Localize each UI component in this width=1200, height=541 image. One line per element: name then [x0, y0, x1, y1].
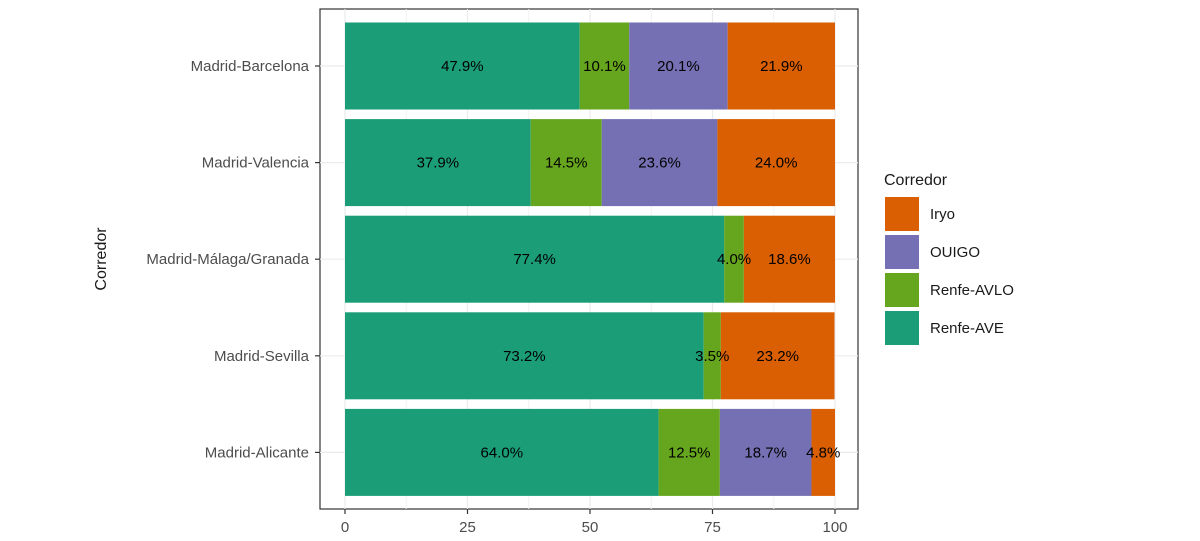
legend-swatch — [885, 311, 919, 345]
bar-segment — [345, 119, 531, 207]
bar-segment — [719, 408, 812, 496]
x-axis: 0 25 50 75 100 — [341, 509, 848, 536]
bar-segment — [724, 215, 744, 303]
bar-value-label: 21.9% — [760, 58, 803, 75]
x-tick-label: 50 — [582, 519, 599, 536]
bars — [345, 22, 835, 496]
y-axis: Madrid-Barcelona Madrid-Valencia Madrid-Má… — [146, 58, 320, 461]
legend-label: Renfe-AVE — [930, 320, 1004, 337]
bar-segment — [720, 312, 835, 400]
bar-segment — [743, 215, 835, 303]
bar-value-label: 23.6% — [638, 155, 681, 172]
legend-label: Renfe-AVLO — [930, 282, 1014, 299]
bar-value-label: 18.6% — [768, 251, 811, 268]
bar-segment — [345, 408, 659, 496]
bar-segment — [658, 408, 720, 496]
bar-segment — [811, 408, 835, 496]
bar-value-label: 4.8% — [806, 444, 840, 461]
y-tick-label: Madrid-Alicante — [205, 444, 309, 461]
bar-segment — [601, 119, 718, 207]
bar-segment — [579, 22, 630, 110]
legend-swatch — [885, 197, 919, 231]
bar-value-label: 3.5% — [695, 348, 729, 365]
legend-swatch — [885, 273, 919, 307]
bar-labels: 47.9% 10.1% 20.1% 21.9% 37.9% 14.5% 23.6% 24.0%… — [417, 58, 841, 461]
bar-segment — [345, 215, 725, 303]
x-tick-label: 0 — [341, 519, 349, 536]
bar-value-label: 64.0% — [481, 444, 524, 461]
bar-value-label: 12.5% — [668, 444, 711, 461]
bar-segment — [530, 119, 602, 207]
x-tick-label: 25 — [459, 519, 476, 536]
y-tick-label: Madrid-Barcelona — [191, 58, 310, 75]
y-tick-label: Madrid-Sevilla — [214, 348, 310, 365]
bar-segment — [345, 22, 580, 110]
bar-segment — [717, 119, 835, 207]
bar-value-label: 18.7% — [744, 444, 787, 461]
bar-segment — [345, 312, 704, 400]
bar-value-label: 14.5% — [545, 155, 588, 172]
bar-value-label: 73.2% — [503, 348, 546, 365]
bar-segment — [703, 312, 721, 400]
legend: Corredor Iryo OUIGO Renfe-AVLO Renfe-AVE — [884, 172, 1014, 345]
bar-value-label: 24.0% — [755, 155, 798, 172]
bar-value-label: 20.1% — [657, 58, 700, 75]
bar-segment — [727, 22, 835, 110]
bar-value-label: 47.9% — [441, 58, 484, 75]
y-axis-title: Corredor — [93, 227, 110, 291]
legend-label: OUIGO — [930, 244, 980, 261]
x-tick-label: 100 — [822, 519, 847, 536]
bar-value-label: 37.9% — [417, 155, 460, 172]
y-tick-label: Madrid-Valencia — [202, 155, 310, 172]
bar-value-label: 77.4% — [513, 251, 556, 268]
bar-value-label: 23.2% — [756, 348, 799, 365]
bar-value-label: 10.1% — [583, 58, 626, 75]
legend-title: Corredor — [884, 172, 948, 189]
bar-segment — [629, 22, 728, 110]
y-tick-label: Madrid-Málaga/Granada — [146, 251, 309, 268]
x-tick-label: 75 — [704, 519, 721, 536]
bar-value-label: 4.0% — [717, 251, 751, 268]
legend-label: Iryo — [930, 206, 955, 223]
legend-swatch — [885, 235, 919, 269]
